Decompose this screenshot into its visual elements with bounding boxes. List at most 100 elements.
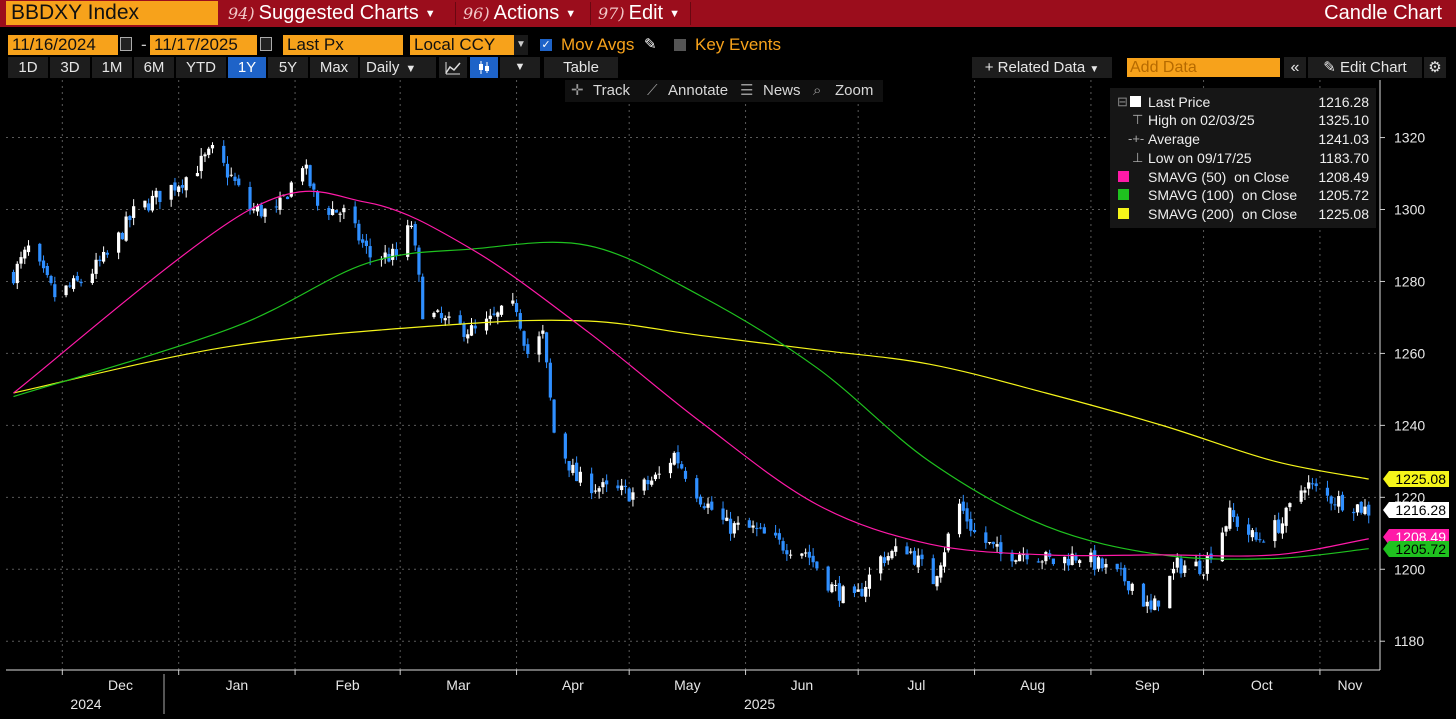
candle-body: [1355, 504, 1360, 513]
range-1y-button[interactable]: 1Y: [228, 57, 266, 78]
range-3d-button[interactable]: 3D: [50, 57, 90, 78]
range-ytd-button[interactable]: YTD: [176, 57, 226, 78]
legend-value: 1205.72: [1318, 187, 1369, 203]
pencil-icon[interactable]: ✎: [644, 36, 657, 53]
track-button[interactable]: Track: [593, 82, 630, 99]
mov-avgs-label[interactable]: Mov Avgs: [561, 35, 635, 54]
candle-body: [1175, 557, 1179, 568]
candle-chart-icon[interactable]: [470, 57, 498, 78]
caret-down-icon: ▼: [669, 7, 680, 20]
candle-body: [1010, 552, 1014, 562]
candle-body: [432, 312, 436, 318]
ticker-input[interactable]: BBDXY Index: [6, 1, 218, 25]
candle-body: [15, 263, 19, 284]
legend-swatch: [1118, 171, 1129, 182]
mov-avgs-checkbox[interactable]: ✓: [540, 39, 552, 51]
related-data-button[interactable]: + Related Data ▼: [972, 57, 1112, 78]
line-chart-icon[interactable]: [439, 57, 467, 78]
price-tag: [1383, 471, 1449, 487]
currency-select[interactable]: Local CCY: [410, 35, 514, 55]
collapse-icon[interactable]: «: [1284, 57, 1306, 78]
candle-body: [315, 191, 320, 206]
candle-body: [867, 574, 872, 589]
candle-body: [781, 541, 785, 551]
candle-body: [826, 566, 830, 591]
chart-toolbar: ✛ Track ⟋ Annotate ☰ News ⌕ Zoom: [565, 80, 883, 102]
candle-body: [1333, 504, 1337, 506]
chart-style-dropdown-icon[interactable]: ▼: [500, 57, 540, 78]
candle-body: [1025, 553, 1029, 560]
candle-body: [53, 284, 57, 298]
candle-body: [1078, 560, 1082, 564]
price-field-select[interactable]: Last Px: [283, 35, 403, 55]
range-5y-button[interactable]: 5Y: [268, 57, 308, 78]
candle-body: [334, 210, 338, 213]
actions-menu[interactable]: 96) Actions ▼: [463, 0, 576, 27]
candle-body: [590, 473, 594, 494]
x-month-label: Jan: [226, 677, 249, 693]
calendar-icon[interactable]: [120, 37, 132, 51]
range-1m-button[interactable]: 1M: [92, 57, 132, 78]
candle-body: [484, 318, 489, 331]
range-1d-button[interactable]: 1D: [8, 57, 48, 78]
candle-body: [90, 273, 94, 283]
edit-menu[interactable]: 97) Edit ▼: [598, 0, 680, 27]
key-events-checkbox[interactable]: [674, 39, 686, 51]
calendar-icon[interactable]: [260, 37, 272, 51]
candle-body: [728, 518, 733, 534]
candle-body: [1254, 532, 1258, 540]
candle-body: [676, 452, 680, 464]
legend-sma200: SMAVG (200) on Close 1225.08: [1110, 205, 1376, 223]
candle-body: [304, 164, 308, 169]
legend-toggle-icon[interactable]: ⊟: [1117, 94, 1128, 109]
range-6m-button[interactable]: 6M: [134, 57, 174, 78]
candle-body: [852, 586, 857, 593]
candle-body: [1284, 507, 1288, 526]
crosshair-icon[interactable]: ✛: [571, 82, 584, 99]
frequency-select[interactable]: Daily ▼: [360, 57, 436, 78]
news-icon[interactable]: ☰: [740, 82, 754, 99]
candle-body: [274, 206, 278, 208]
key-events-label[interactable]: Key Events: [695, 35, 781, 54]
candle-body: [991, 541, 995, 545]
candle-body: [308, 165, 312, 187]
annotate-button[interactable]: Annotate: [668, 82, 729, 99]
candle-body: [71, 278, 76, 289]
candle-body: [255, 206, 260, 212]
candle-body: [1247, 524, 1251, 535]
candle-body: [394, 249, 399, 256]
candle-body: [856, 589, 860, 592]
candle-body: [1340, 494, 1345, 511]
candle-body: [999, 542, 1003, 555]
candle-body: [102, 251, 106, 262]
candle-body: [1352, 511, 1356, 514]
edit-chart-button[interactable]: ✎ Edit Chart: [1308, 57, 1422, 78]
candle-body: [785, 550, 789, 555]
x-year-label: 2025: [744, 696, 775, 712]
add-data-input[interactable]: Add Data: [1127, 58, 1280, 77]
suggested-charts-menu[interactable]: 94) Suggested Charts ▼: [228, 0, 436, 27]
start-date-field[interactable]: 11/16/2024: [8, 35, 118, 55]
zoom-icon[interactable]: ⌕: [813, 82, 822, 99]
menu-divider: [590, 2, 591, 25]
gear-icon[interactable]: ⚙: [1424, 57, 1446, 78]
zoom-button[interactable]: Zoom: [835, 82, 874, 99]
x-month-label: May: [674, 677, 700, 693]
low-marker-icon: ⊥: [1132, 150, 1144, 165]
candle-body: [1063, 556, 1067, 564]
y-tick-label: 1280: [1394, 273, 1425, 289]
candle-body: [417, 247, 421, 275]
table-button[interactable]: Table: [544, 57, 618, 78]
news-button[interactable]: News: [763, 82, 801, 99]
menu-divider: [455, 2, 456, 25]
end-date-field[interactable]: 11/17/2025: [150, 35, 257, 55]
annotate-icon[interactable]: ⟋: [647, 82, 658, 99]
candle-body: [965, 508, 969, 522]
candle-body: [575, 462, 579, 482]
currency-dropdown-icon[interactable]: ▼: [514, 35, 528, 55]
menu-divider: [690, 2, 691, 25]
range-max-button[interactable]: Max: [310, 57, 358, 78]
candle-body: [623, 485, 628, 488]
candle-body: [19, 257, 23, 264]
